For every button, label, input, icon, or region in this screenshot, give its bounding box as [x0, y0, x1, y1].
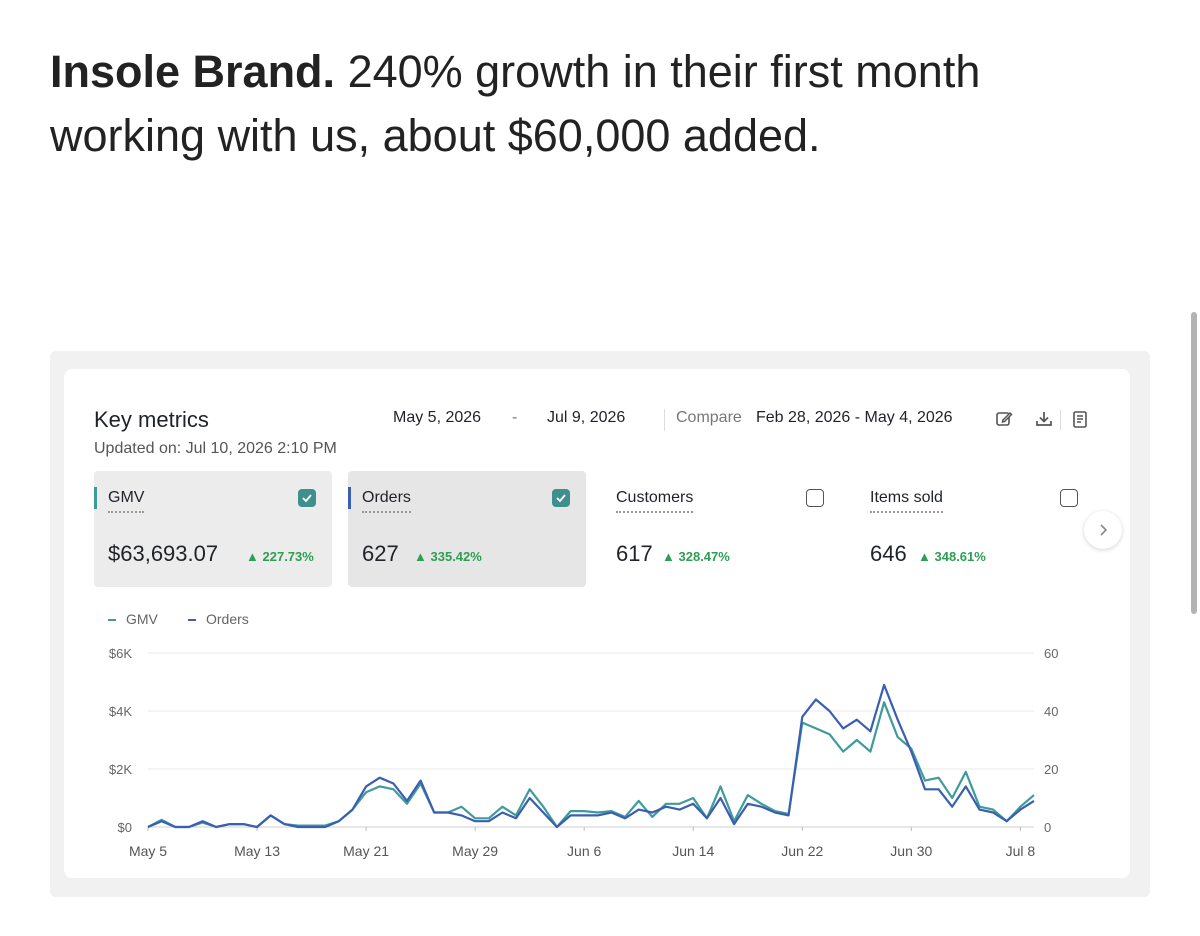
report-icon[interactable]: [1070, 409, 1090, 429]
up-arrow-icon: ▲: [918, 549, 931, 564]
headline-brand: Insole Brand.: [50, 46, 336, 97]
delta-value: 227.73%: [262, 549, 314, 564]
up-arrow-icon: ▲: [246, 549, 259, 564]
delta-value: 328.47%: [678, 549, 730, 564]
series-line-gmv: [147, 701, 1035, 829]
metric-label: GMV: [108, 489, 145, 513]
orders-series-marker: [348, 487, 351, 509]
headline-text: 240% growth in their first month working…: [50, 46, 981, 161]
metric-delta: ▲ 227.73%: [246, 549, 314, 564]
x-tick-label: May 5: [129, 843, 167, 859]
date-range-start[interactable]: May 5, 2026: [393, 409, 482, 426]
metric-card-customers[interactable]: Customers 617 ▲ 328.47%: [602, 471, 840, 587]
gmv-checkbox[interactable]: [298, 489, 316, 507]
key-metrics-panel: Key metrics Updated on: Jul 10, 2026 2:1…: [64, 369, 1130, 878]
metric-delta: ▲ 348.61%: [918, 549, 986, 564]
next-metrics-button[interactable]: [1084, 511, 1122, 549]
orders-checkbox[interactable]: [552, 489, 570, 507]
metric-label: Orders: [362, 489, 411, 513]
headline: Insole Brand. 240% growth in their first…: [50, 40, 1130, 168]
x-tick-label: May 29: [452, 843, 498, 859]
metric-card-items-sold[interactable]: Items sold 646 ▲ 348.61%: [856, 471, 1094, 587]
y-left-tick-label: $2K: [109, 762, 132, 777]
download-icon[interactable]: [1034, 409, 1054, 429]
metric-value: 617: [616, 541, 653, 566]
y-right-tick-label: 40: [1044, 704, 1058, 719]
metric-delta: ▲ 328.47%: [662, 549, 730, 564]
legend-item-gmv[interactable]: GMV: [108, 611, 158, 627]
chevron-right-icon: [1100, 524, 1108, 536]
x-tick-label: Jul 8: [1006, 843, 1036, 859]
delta-value: 335.42%: [430, 549, 482, 564]
updated-timestamp: Updated on: Jul 10, 2026 2:10 PM: [94, 440, 337, 457]
legend-swatch: [108, 619, 116, 622]
date-range-separator: -: [512, 409, 518, 426]
metric-label: Customers: [616, 489, 694, 513]
metric-value: 646: [870, 541, 907, 566]
x-tick-label: Jun 30: [890, 843, 932, 859]
customers-checkbox[interactable]: [806, 489, 824, 507]
y-left-tick-label: $0: [118, 820, 132, 835]
scrollbar-thumb[interactable]: [1191, 312, 1197, 614]
legend-label: GMV: [126, 611, 158, 627]
legend-swatch: [188, 619, 196, 622]
metric-value: 627: [362, 541, 399, 566]
gmv-orders-line-chart: $0 0 $2K 20 $4K 40 $6K 60 May 5 May 13 May 21 May 2…: [109, 646, 1059, 859]
date-range-end[interactable]: Jul 9, 2026: [547, 409, 626, 426]
page-scrollbar[interactable]: [1188, 312, 1200, 614]
series-line-orders: [147, 683, 1035, 829]
y-left-tick-label: $6K: [109, 646, 132, 661]
y-right-tick-label: 0: [1044, 820, 1051, 835]
x-tick-label: Jun 22: [781, 843, 823, 859]
delta-value: 348.61%: [934, 549, 986, 564]
toolbar-divider: [1060, 410, 1061, 430]
x-tick-label: Jun 14: [672, 843, 714, 859]
compare-label: Compare: [676, 409, 742, 426]
screenshot-frame: Key metrics Updated on: Jul 10, 2026 2:1…: [50, 351, 1150, 897]
y-right-tick-label: 20: [1044, 762, 1058, 777]
legend-item-orders[interactable]: Orders: [188, 611, 249, 627]
metric-card-orders[interactable]: Orders 627 ▲ 335.42%: [348, 471, 586, 587]
legend-label: Orders: [206, 611, 249, 627]
y-left-tick-label: $4K: [109, 704, 132, 719]
x-tick-label: Jun 6: [567, 843, 601, 859]
metric-value: $63,693.07: [108, 541, 219, 566]
gmv-series-marker: [94, 487, 97, 509]
y-right-tick-label: 60: [1044, 646, 1058, 661]
x-tick-label: May 13: [234, 843, 280, 859]
compare-divider: [664, 409, 665, 431]
metric-label: Items sold: [870, 489, 943, 513]
edit-icon[interactable]: [994, 409, 1014, 429]
items-sold-checkbox[interactable]: [1060, 489, 1078, 507]
x-tick-label: May 21: [343, 843, 389, 859]
compare-date-range[interactable]: Feb 28, 2026 - May 4, 2026: [756, 409, 953, 426]
key-metrics-title: Key metrics: [94, 407, 209, 432]
up-arrow-icon: ▲: [414, 549, 427, 564]
up-arrow-icon: ▲: [662, 549, 675, 564]
metric-card-gmv[interactable]: GMV $63,693.07 ▲ 227.73%: [94, 471, 332, 587]
metric-delta: ▲ 335.42%: [414, 549, 482, 564]
